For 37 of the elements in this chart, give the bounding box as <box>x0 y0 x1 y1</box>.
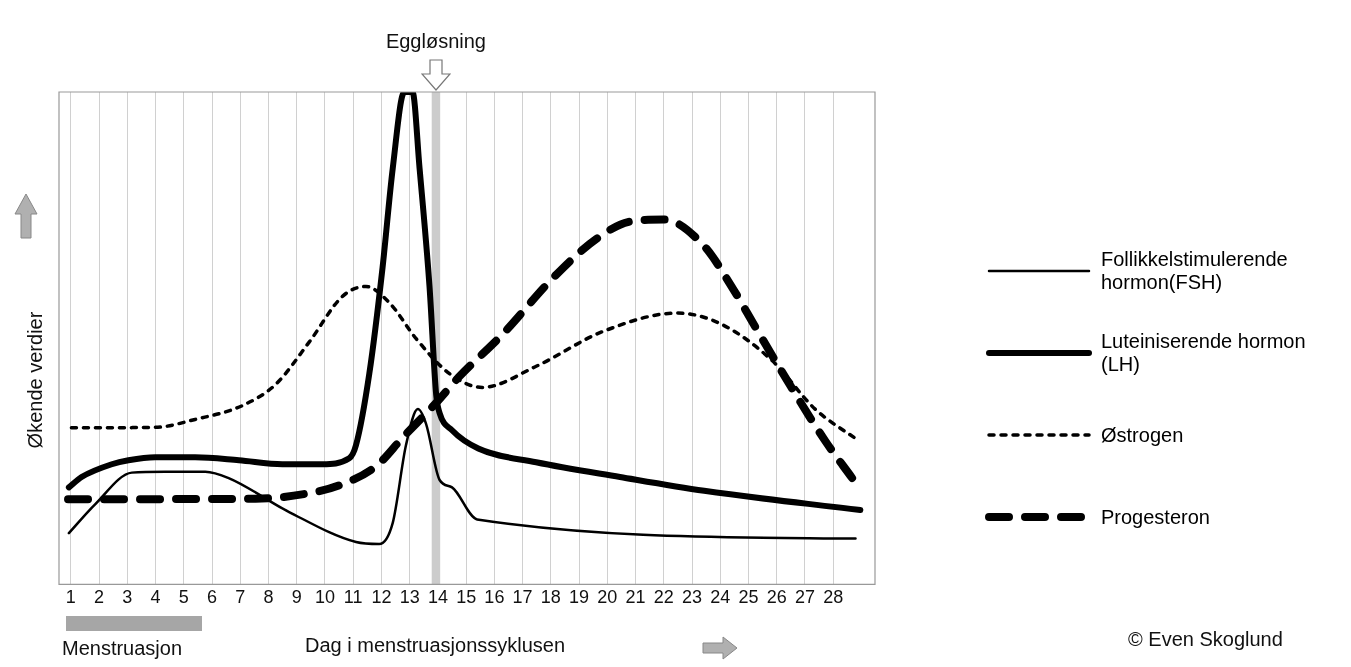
x-tick-label: 27 <box>794 587 815 608</box>
x-tick-label: 17 <box>512 587 533 608</box>
x-tick-label: 28 <box>823 587 844 608</box>
x-tick-label: 24 <box>710 587 731 608</box>
text: Menstruasjon <box>62 637 183 660</box>
x-tick-label: 4 <box>150 587 161 608</box>
x-tick-label: 15 <box>456 587 477 608</box>
x-tick-label: 3 <box>122 587 133 608</box>
band-label: Eggløsning <box>385 30 486 53</box>
legend-label: Østrogen <box>1101 423 1185 447</box>
legend-label: Follikkelstimulerende hormon(FSH) <box>1101 248 1289 294</box>
x-tick-label: 16 <box>484 587 505 608</box>
x-tick-label: 25 <box>738 587 759 608</box>
x-tick-label: 20 <box>597 587 618 608</box>
x-axis-title: Dag i menstruasjonssyklusen <box>305 634 566 657</box>
x-tick-label: 21 <box>625 587 646 608</box>
x-tick-label: 11 <box>343 587 363 608</box>
x-tick-label: 12 <box>371 587 392 608</box>
x-tick-label: 7 <box>235 587 246 608</box>
x-tick-label: 2 <box>94 587 105 608</box>
x-tick-label: 6 <box>207 587 218 608</box>
x-tick-label: 9 <box>291 587 302 608</box>
legend-label: Luteiniserende hormon (LH) <box>1101 330 1307 376</box>
x-tick-label: 26 <box>766 587 787 608</box>
x-tick-label: 10 <box>314 587 335 608</box>
x-tick-label: 8 <box>263 587 274 608</box>
x-tick-label: 1 <box>65 587 76 608</box>
y-axis-title: Økende verdier <box>23 311 47 449</box>
x-tick-label: 5 <box>178 587 189 608</box>
x-tick-label: 18 <box>540 587 561 608</box>
x-tick-label: 19 <box>569 587 590 608</box>
x-tick-label: 23 <box>682 587 703 608</box>
text: © Even Skoglund <box>1128 628 1283 651</box>
x-tick-label: 14 <box>427 587 448 608</box>
x-tick-label: 22 <box>653 587 674 608</box>
legend-label: Progesteron <box>1101 505 1211 529</box>
x-tick-label: 13 <box>399 587 420 608</box>
